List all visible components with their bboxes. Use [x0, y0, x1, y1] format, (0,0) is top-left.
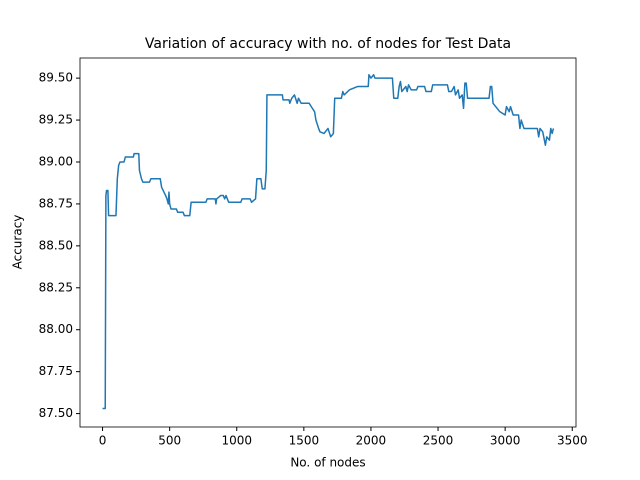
y-tick-label: 87.75 [39, 364, 73, 378]
plot-frame [79, 57, 577, 428]
x-tick-label: 2000 [356, 434, 387, 448]
y-tick-label: 89.00 [39, 154, 73, 168]
y-tick-label: 88.75 [39, 196, 73, 210]
x-tick-label: 1500 [289, 434, 320, 448]
x-axis-label: No. of nodes [290, 456, 365, 470]
x-tick-label: 1000 [221, 434, 252, 448]
y-tick-label: 89.50 [39, 71, 73, 85]
y-tick-label: 88.00 [39, 322, 73, 336]
y-tick-label: 88.50 [39, 238, 73, 252]
data-line [102, 74, 555, 410]
x-tick-label: 500 [158, 434, 181, 448]
y-tick-label: 87.50 [39, 406, 73, 420]
x-tick-label: 2500 [423, 434, 454, 448]
chart-title: Variation of accuracy with no. of nodes … [145, 36, 511, 52]
x-tick-label: 3500 [557, 434, 588, 448]
y-axis-label: Accuracy [11, 215, 25, 270]
x-tick-label: 3000 [490, 434, 521, 448]
y-tick-label: 88.25 [39, 280, 73, 294]
x-tick-label: 0 [99, 434, 107, 448]
y-tick-label: 89.25 [39, 113, 73, 127]
